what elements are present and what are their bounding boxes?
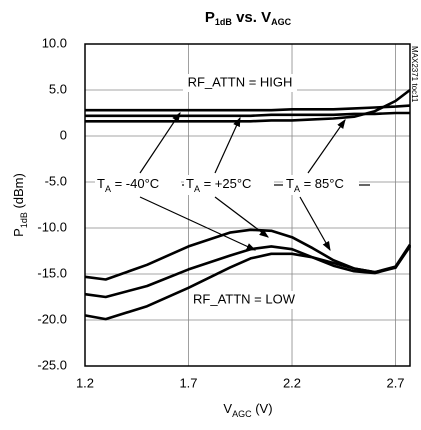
arrow [139,196,257,251]
annotation: TA = 85°C [286,176,344,194]
x-tick-label: 1.7 [179,375,197,390]
y-axis-label: P1dB (dBm) [11,173,29,237]
annotation: RF_ATTN = LOW [193,291,296,306]
arrow [214,116,241,174]
arrow [214,196,269,238]
arrow [307,119,346,174]
y-tick-label: 0 [60,127,67,142]
series-line [84,245,412,321]
annotation: TA = +25°C [186,176,251,194]
annotation: RF_ATTN = HIGH [188,74,293,89]
y-tick-label: -25.0 [37,357,67,372]
grid [84,43,410,367]
arrow [139,112,181,174]
series-line [85,111,410,118]
series-line [85,104,411,112]
y-tick-label: -15.0 [37,265,67,280]
side-note: MAX2371 toc11 [410,46,419,103]
series-line [84,244,412,299]
label-bg [95,175,181,195]
y-tick-label: 5.0 [49,81,67,96]
annotations: RF_ATTN = HIGH RF_ATTN = LOW TA = -40°C … [95,74,370,309]
lines [84,88,412,321]
y-tick-label: -20.0 [37,311,67,326]
label-bg [183,74,297,92]
y-tick-label: -10.0 [37,219,67,234]
chart-title: P1dB vs. VAGC [205,9,292,27]
y-tick-label: 10.0 [42,35,67,50]
label-bg [283,175,359,195]
arrow [299,196,331,252]
x-tick-label: 2.2 [283,375,301,390]
series-line [85,88,411,123]
x-tick-label: 2.7 [386,375,404,390]
label-bg [184,175,274,195]
annotation: TA = -40°C [97,176,159,194]
label-bg [190,291,298,309]
x-tick-label: 1.2 [76,375,94,390]
plot-frame [84,43,411,367]
y-tick-label: -5.0 [45,173,67,188]
x-axis-label: VAGC (V) [223,401,272,419]
